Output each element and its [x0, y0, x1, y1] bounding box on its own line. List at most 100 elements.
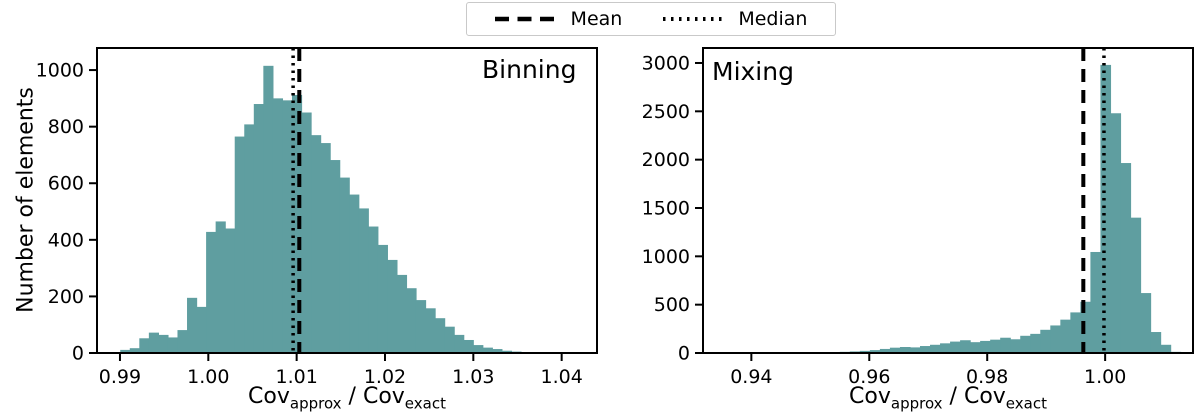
histogram-bar [1020, 335, 1031, 353]
histogram-bar [225, 228, 236, 353]
histogram-bar [930, 344, 941, 353]
y-tick-label: 0 [72, 343, 84, 365]
y-tick-label: 2000 [642, 149, 690, 171]
x-axis-label-cov: Cov [362, 384, 405, 409]
x-axis-label-cov: Cov [849, 384, 891, 409]
y-axis-label: Number of elements [13, 87, 39, 313]
histogram-bar [330, 160, 341, 353]
histogram-bar [148, 332, 159, 353]
axes-spine [96, 47, 598, 354]
histogram-bar [899, 347, 911, 353]
x-tick-label: 1.00 [1084, 366, 1126, 388]
legend-label-median: Median [738, 7, 808, 30]
y-tick-label: 500 [654, 294, 690, 316]
histogram-bar [950, 341, 961, 353]
histogram-bar [396, 274, 408, 353]
x-tick-label: 1.00 [187, 366, 229, 388]
histogram-bar [311, 135, 322, 353]
legend: Mean Median [466, 2, 836, 36]
x-axis-label-cov: Cov [963, 384, 1006, 409]
histogram-bar [889, 347, 901, 353]
histogram-bar [1030, 333, 1041, 353]
histogram-bar [482, 347, 493, 353]
legend-item-mean: Mean [494, 7, 623, 30]
histogram-bar [960, 340, 971, 353]
axes-spine [702, 47, 1194, 354]
panel-title-binning: Binning [482, 55, 577, 84]
histogram-bar [425, 308, 436, 353]
x-tick-label: 1.04 [541, 366, 583, 388]
histogram-bar [1040, 329, 1051, 353]
histogram-bar [215, 221, 226, 353]
histogram-bar [167, 337, 179, 353]
histogram-bar [919, 346, 931, 353]
y-tick-label: 400 [48, 229, 84, 251]
histogram-bar [234, 136, 245, 353]
y-tick-label: 2500 [642, 101, 690, 123]
histogram-bar [272, 98, 284, 353]
histogram-bar [1140, 293, 1152, 353]
histogram-bar [120, 349, 131, 353]
x-axis-label-cov: Cov [248, 384, 290, 409]
histogram-bar [473, 345, 484, 353]
histogram-bar [909, 347, 921, 353]
histogram-bar [454, 334, 465, 353]
y-tick-label: 0 [678, 343, 690, 365]
x-tick-label: 0.96 [848, 366, 890, 388]
histogram-bar [492, 349, 503, 353]
histogram-bar [158, 334, 169, 353]
histogram-bar [415, 300, 427, 353]
x-axis-label-sub-approx: approx [890, 394, 943, 413]
y-tick-label: 1000 [36, 60, 84, 82]
histogram-bar [301, 112, 312, 353]
histogram-bar [1150, 332, 1162, 353]
legend-item-median: Median [662, 7, 808, 30]
x-axis-label-sub-exact: exact [1005, 394, 1047, 413]
histogram-bar [879, 348, 891, 353]
y-tick-label: 1000 [642, 246, 690, 268]
y-tick-label: 800 [48, 116, 84, 138]
legend-label-mean: Mean [570, 7, 623, 30]
histogram-bar [1120, 163, 1132, 353]
histogram-bar [377, 244, 388, 353]
y-tick-label: 200 [48, 286, 84, 308]
histogram-bar [463, 339, 474, 353]
histogram-bar [1060, 319, 1071, 353]
histogram-bar [187, 297, 198, 353]
histogram-bar [358, 208, 369, 353]
y-tick-label: 600 [48, 173, 84, 195]
histogram-bar [435, 318, 446, 353]
histogram-bar [339, 177, 350, 353]
dotted-line-icon [663, 17, 727, 21]
histogram-bar [196, 306, 207, 353]
histogram-bar [501, 350, 512, 353]
histogram-bar [970, 342, 981, 353]
histogram-bar [859, 350, 871, 353]
y-tick-label: 3000 [642, 52, 690, 74]
histogram-bar [206, 231, 217, 353]
histogram-bar [177, 330, 188, 353]
histogram-bar [320, 143, 331, 353]
histogram-bar [1100, 64, 1112, 353]
histogram-bar [291, 94, 303, 353]
histogram-bar [1160, 344, 1172, 353]
histogram-bar [129, 348, 140, 353]
histogram-bar [1080, 301, 1092, 353]
x-axis-label-separator: / [942, 384, 964, 409]
dashed-line-icon [494, 16, 559, 22]
x-tick-label: 1.02 [364, 366, 406, 388]
histogram-bar [253, 104, 264, 353]
histogram-bar [1130, 217, 1142, 353]
histogram-bar [282, 100, 293, 353]
x-tick-label: 0.98 [966, 366, 1008, 388]
x-tick-label: 1.01 [275, 366, 317, 388]
histogram-bar [349, 194, 360, 353]
histogram-bar [1050, 325, 1061, 353]
histogram-bar [1000, 337, 1011, 353]
x-axis-label-sub-exact: exact [404, 394, 446, 413]
panel-title-mixing: Mixing [712, 57, 794, 86]
histogram-bar [980, 340, 991, 353]
histogram-bar [444, 326, 455, 353]
